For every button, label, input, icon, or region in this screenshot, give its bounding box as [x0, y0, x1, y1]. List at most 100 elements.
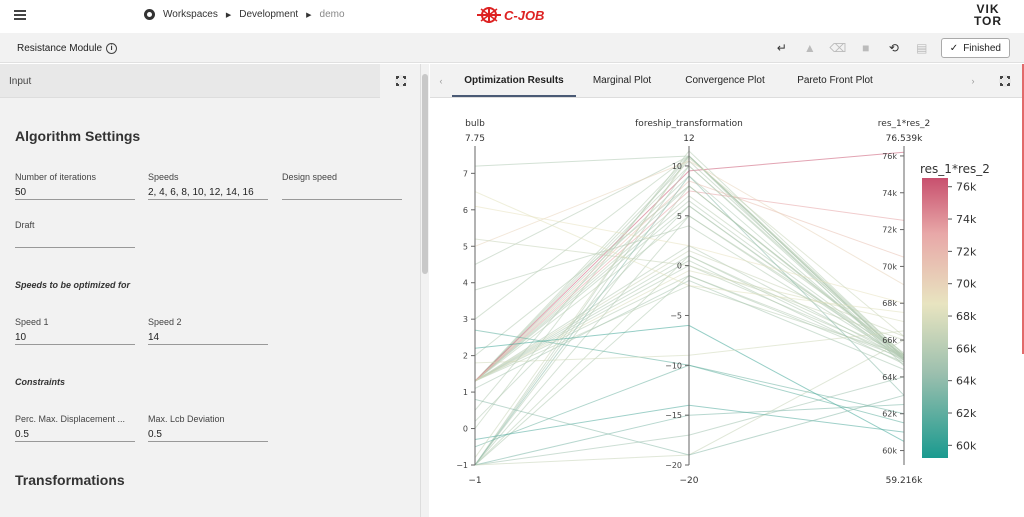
chevron-right-icon: ▶	[225, 11, 232, 19]
max-lcb-input[interactable]: 0.5	[148, 426, 268, 442]
breadcrumb-current: demo	[319, 9, 345, 20]
axis-tick-label: 10	[672, 162, 682, 171]
tab-optimization-results[interactable]: Optimization Results	[452, 64, 576, 97]
axis-name: bulb	[465, 119, 485, 129]
clear-icon[interactable]: ⌫	[829, 41, 847, 55]
axis-tick-label: 5	[677, 212, 682, 221]
iterations-field[interactable]: Number of iterations 50	[15, 172, 135, 200]
speeds-input[interactable]: 2, 4, 6, 8, 10, 12, 14, 16	[148, 184, 268, 200]
colorbar-tick-label: 60k	[956, 439, 977, 452]
iterations-input[interactable]: 50	[15, 184, 135, 200]
axis-tick-label: 60k	[882, 447, 897, 456]
tab-marginal-plot[interactable]: Marginal Plot	[592, 75, 652, 86]
colorbar-tick-label: 72k	[956, 245, 977, 258]
axis-max-label: 7.75	[465, 134, 485, 144]
axis-tick-label: 7	[463, 169, 468, 178]
colorbar-tick-label: 64k	[956, 375, 977, 388]
check-icon: ✓	[949, 42, 959, 54]
results-tabs: ‹ Optimization Results Marginal Plot Con…	[430, 64, 1024, 98]
save-icon[interactable]: ■	[862, 41, 870, 55]
axis-tick-label: 76k	[882, 152, 897, 161]
axis-min-label: −1	[468, 476, 481, 486]
draft-input[interactable]	[15, 232, 135, 248]
axis-tick-label: 62k	[882, 410, 897, 419]
finished-label: Finished	[963, 42, 1001, 54]
results-expand-button[interactable]	[986, 64, 1024, 97]
axis-tick-label: 70k	[882, 262, 897, 271]
colorbar-tick-label: 74k	[956, 213, 977, 226]
draft-label: Draft	[15, 220, 35, 230]
design-speed-input[interactable]	[282, 184, 402, 200]
breadcrumb: Workspaces ▶ Development ▶ demo	[144, 9, 345, 20]
algorithm-settings-title: Algorithm Settings	[15, 128, 141, 144]
axis-min-label: 59.216k	[886, 476, 923, 486]
speeds-field[interactable]: Speeds 2, 4, 6, 8, 10, 12, 14, 16	[148, 172, 268, 200]
module-bar: Resistance Module i ↵ ▲ ⌫ ■ ⟲ ▤ ✓ Finish…	[0, 33, 1024, 63]
input-scrollbar[interactable]	[420, 64, 429, 517]
colorbar-tick-label: 66k	[956, 342, 977, 355]
max-lcb-label: Max. Lcb Deviation	[148, 414, 225, 424]
axis-tick-label: 0	[463, 425, 468, 434]
tab-scroll-left-icon[interactable]: ‹	[439, 76, 443, 86]
breadcrumb-development[interactable]: Development	[239, 9, 299, 20]
colorbar-gradient	[922, 178, 948, 458]
axis-tick-label: 68k	[882, 299, 897, 308]
axis-tick-label: 5	[463, 242, 468, 251]
enter-icon[interactable]: ↵	[776, 41, 787, 55]
toolbar: ↵ ▲ ⌫ ■ ⟲ ▤ ✓ Finished	[773, 38, 1010, 58]
design-speed-field[interactable]: Design speed	[282, 172, 402, 200]
info-icon[interactable]: i	[106, 43, 118, 54]
axis-name: res_1*res_2	[878, 119, 930, 129]
module-title: Resistance Module i	[17, 43, 118, 54]
module-title-text: Resistance Module	[17, 43, 103, 54]
axis-name: foreship_transformation	[635, 119, 743, 129]
iterations-label: Number of iterations	[15, 172, 97, 182]
speed-1-label: Speed 1	[15, 317, 49, 327]
input-panel-header: Input	[0, 64, 420, 98]
speed-2-input[interactable]: 14	[148, 329, 268, 345]
breadcrumb-workspaces[interactable]: Workspaces	[163, 9, 218, 20]
axes: bulb7.75−1−101234567foreship_transformat…	[456, 119, 930, 486]
cjob-logo: C-JOB	[476, 5, 544, 25]
ship-wheel-icon	[477, 7, 501, 23]
axis-max-label: 12	[683, 134, 694, 144]
axis-tick-label: 74k	[882, 189, 897, 198]
max-displacement-input[interactable]: 0.5	[15, 426, 135, 442]
axis-tick-label: 66k	[882, 336, 897, 345]
axis-tick-label: 1	[463, 388, 468, 397]
axis-tick-label: −10	[665, 361, 682, 370]
speeds-label: Speeds	[148, 172, 179, 182]
tab-pareto-front-plot[interactable]: Pareto Front Plot	[797, 75, 873, 86]
axis-tick-label: −1	[456, 461, 468, 470]
draft-field[interactable]: Draft	[15, 220, 135, 248]
axis-max-label: 76.539k	[886, 134, 923, 144]
top-bar: Workspaces ▶ Development ▶ demo C-JOB VI…	[0, 0, 1024, 33]
disk-icon[interactable]: ▤	[916, 41, 928, 55]
colorbar-tick-label: 76k	[956, 181, 977, 194]
axis-tick-label: 2	[463, 352, 468, 361]
axis-tick-label: −15	[665, 411, 682, 420]
axis-tick-label: 3	[463, 315, 468, 324]
warning-icon[interactable]: ▲	[803, 41, 816, 55]
speed-1-field[interactable]: Speed 1 10	[15, 317, 135, 345]
transformations-title: Transformations	[15, 472, 125, 488]
finished-button[interactable]: ✓ Finished	[940, 38, 1010, 58]
axis-tick-label: −5	[670, 311, 682, 320]
max-displacement-field[interactable]: Perc. Max. Displacement ... 0.5	[15, 414, 135, 442]
scrollbar-thumb[interactable]	[422, 74, 428, 274]
history-icon[interactable]: ⟲	[888, 41, 899, 55]
colorbar-tick-label: 68k	[956, 310, 977, 323]
edge-indicator	[1022, 64, 1024, 354]
speed-1-input[interactable]: 10	[15, 329, 135, 345]
input-panel-title: Input	[9, 76, 32, 87]
colorbar: res_1*res_2 60k 62k 64k 66k 68k 70k 72k 74k 76k	[920, 162, 990, 458]
speed-2-field[interactable]: Speed 2 14	[148, 317, 268, 345]
max-lcb-field[interactable]: Max. Lcb Deviation 0.5	[148, 414, 268, 442]
colorbar-title: res_1*res_2	[920, 162, 990, 176]
expand-button[interactable]	[380, 64, 420, 98]
tab-scroll-right-icon[interactable]: ›	[971, 76, 975, 86]
axis-tick-label: 6	[463, 206, 468, 215]
colorbar-tick-label: 62k	[956, 407, 977, 420]
tab-convergence-plot[interactable]: Convergence Plot	[685, 75, 765, 86]
menu-icon[interactable]	[14, 10, 26, 20]
